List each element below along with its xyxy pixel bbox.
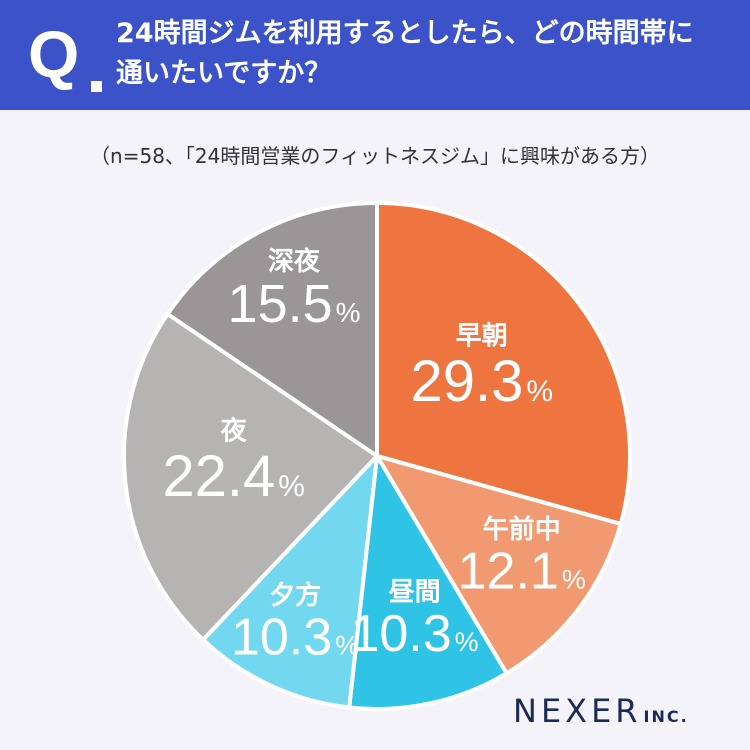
slice-value: 29.3% [410, 349, 553, 414]
pie-slice-1 [375, 201, 632, 526]
slice-value: 10.3% [231, 609, 359, 667]
question-line-2: 通いたいですか？ [116, 58, 332, 89]
pie-slice-2 [375, 454, 623, 676]
nexer-logo: NEXER INC. [513, 692, 689, 730]
question-header: Q 24時間ジムを利用するとしたら、どの時間帯に 通いたいですか？ [0, 0, 750, 110]
slice-label: 深夜 [268, 246, 321, 277]
slice-label: 早朝 [456, 321, 508, 352]
slice-value: 10.3% [350, 605, 478, 663]
question-line-1: 24時間ジムを利用するとしたら、どの時間帯に [116, 18, 694, 49]
pie-slice-6 [165, 201, 379, 458]
q-mark-dot [91, 81, 102, 92]
question-text: 24時間ジムを利用するとしたら、どの時間帯に 通いたいですか？ [116, 14, 736, 94]
slice-value: 22.4% [162, 444, 305, 509]
logo-main: NEXER [513, 692, 642, 730]
pie-slice-4 [201, 454, 379, 710]
logo-suffix: INC. [643, 707, 689, 726]
slice-value: 15.5% [228, 274, 361, 334]
q-mark: Q [28, 17, 79, 91]
pie-slice-3 [347, 454, 509, 711]
pie-slice-5 [122, 311, 379, 642]
slice-label: 昼間 [389, 577, 441, 607]
slice-value: 12.1% [458, 542, 586, 600]
slice-label: 午前中 [483, 514, 561, 545]
slice-label: 夜 [220, 416, 248, 447]
sample-note: （n=58、「24時間営業のフィットネスジム」に興味がある方） [90, 144, 660, 168]
slice-label: 夕方 [269, 580, 321, 611]
